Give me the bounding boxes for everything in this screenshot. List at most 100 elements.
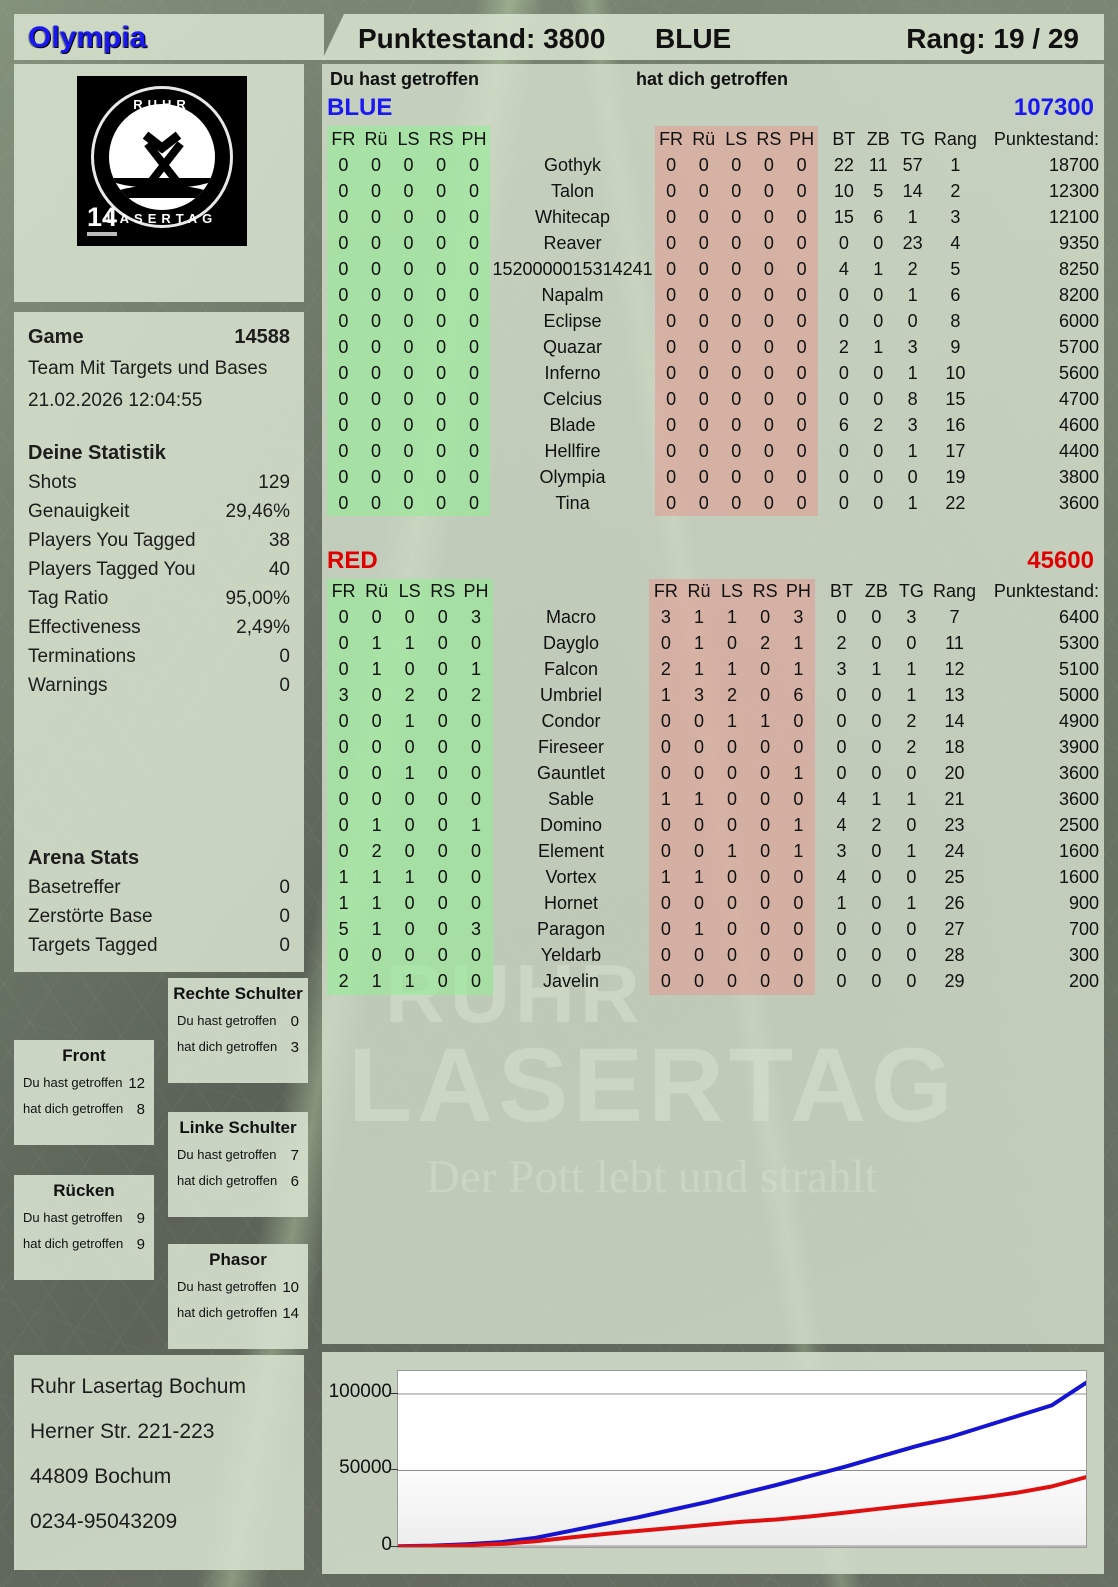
cell-taken: 1 bbox=[715, 604, 749, 631]
table-row[interactable]: 0 0 0 0 0 Olympia 0 0 0 0 0 0 0 0 19 3800 bbox=[327, 464, 1099, 490]
stat-row: Effectiveness 2,49% bbox=[28, 617, 290, 639]
table-row[interactable]: 0 0 0 0 0 Tina 0 0 0 0 0 0 0 1 22 3600 bbox=[327, 490, 1099, 516]
table-row[interactable]: 0 0 1 0 0 Condor 0 0 1 1 0 0 0 2 14 4900 bbox=[327, 708, 1099, 735]
cell-tg: 0 bbox=[906, 633, 917, 654]
zone-hits-taken-label: hat dich getroffen bbox=[177, 1305, 278, 1320]
cell-taken: 0 bbox=[781, 786, 815, 813]
table-row[interactable]: 0 1 1 0 0 Dayglo 0 1 0 2 1 2 0 0 11 5300 bbox=[327, 630, 1099, 657]
cell-taken: 0 bbox=[752, 256, 786, 282]
zone-hits-taken-value: 8 bbox=[136, 1101, 145, 1118]
cell-taken: 0 bbox=[715, 890, 749, 917]
cell-dealt: 0 bbox=[457, 308, 491, 334]
cell-taken: 0 bbox=[719, 230, 753, 256]
cell-dealt: 0 bbox=[459, 786, 493, 813]
cell-taken: 0 bbox=[682, 890, 716, 917]
cell-taken: 0 bbox=[781, 890, 815, 917]
cell-dealt: 0 bbox=[360, 682, 394, 709]
cell-taken: 0 bbox=[687, 178, 720, 204]
stat-row: Warnings 0 bbox=[28, 675, 290, 697]
table-row[interactable]: 1 1 1 0 0 Vortex 1 1 0 0 0 4 0 0 25 1600 bbox=[327, 864, 1099, 891]
table-row[interactable]: 0 0 0 0 0 1520000015314241 0 0 0 0 0 4 1 2 5 8250 bbox=[327, 256, 1099, 282]
table-row[interactable]: 0 0 0 0 0 Celcius 0 0 0 0 0 0 0 8 15 4700 bbox=[327, 386, 1099, 412]
table-row[interactable]: 1 1 0 0 0 Hornet 0 0 0 0 0 1 0 1 26 900 bbox=[327, 890, 1099, 917]
table-row[interactable]: 3 0 2 0 2 Umbriel 1 3 2 0 6 0 0 1 13 5000 bbox=[327, 682, 1099, 709]
table-row[interactable]: 0 0 0 0 0 Blade 0 0 0 0 0 6 2 3 16 4600 bbox=[327, 412, 1099, 438]
cell-score: 8250 bbox=[1058, 258, 1099, 279]
arena-stat-value: 0 bbox=[279, 906, 290, 927]
col-header-score: Punktestand: bbox=[993, 581, 1099, 602]
cell-bt: 0 bbox=[836, 919, 847, 940]
cell-rang: 7 bbox=[949, 607, 960, 628]
cell-dealt: 0 bbox=[327, 412, 360, 438]
cell-taken: 0 bbox=[781, 916, 815, 943]
table-row[interactable]: 0 0 1 0 0 Gauntlet 0 0 0 0 1 0 0 0 20 3600 bbox=[327, 760, 1099, 787]
table-row[interactable]: 2 1 1 0 0 Javelin 0 0 0 0 0 0 0 0 29 200 bbox=[327, 968, 1099, 995]
col-header-dealt: PH bbox=[459, 578, 493, 605]
game-title: Game bbox=[28, 326, 84, 348]
cell-taken: 2 bbox=[748, 630, 782, 657]
cell-zb: 0 bbox=[871, 971, 882, 992]
cell-dealt: 0 bbox=[426, 916, 460, 943]
cell-tg: 1 bbox=[906, 685, 917, 706]
col-header-taken: LS bbox=[719, 126, 753, 152]
table-row[interactable]: 0 0 0 0 0 Napalm 0 0 0 0 0 0 0 1 6 8200 bbox=[327, 282, 1099, 308]
table-row[interactable]: 0 0 0 0 0 Inferno 0 0 0 0 0 0 0 1 10 5600 bbox=[327, 360, 1099, 386]
table-row[interactable]: 5 1 0 0 3 Paragon 0 1 0 0 0 0 0 0 27 700 bbox=[327, 916, 1099, 943]
table-row[interactable]: 0 2 0 0 0 Element 0 0 1 0 1 3 0 1 24 1600 bbox=[327, 838, 1099, 865]
table-row[interactable]: 0 0 0 0 0 Reaver 0 0 0 0 0 0 0 23 4 9350 bbox=[327, 230, 1099, 256]
cell-tg: 1 bbox=[907, 440, 918, 461]
zone-hits-taken: hat dich getroffen 8 bbox=[14, 1101, 154, 1118]
table-row[interactable]: 0 0 0 0 0 Sable 1 1 0 0 0 4 1 1 21 3600 bbox=[327, 786, 1099, 813]
table-row[interactable]: 0 0 0 0 3 Macro 3 1 1 0 3 0 0 3 7 6400 bbox=[327, 604, 1099, 631]
cell-taken: 0 bbox=[719, 438, 753, 464]
table-row[interactable]: 0 0 0 0 0 Yeldarb 0 0 0 0 0 0 0 0 28 300 bbox=[327, 942, 1099, 969]
cell-taken: 1 bbox=[781, 760, 815, 787]
venue-address-panel: Ruhr Lasertag Bochum Herner Str. 221-223… bbox=[14, 1355, 304, 1570]
cell-taken: 0 bbox=[752, 386, 786, 412]
table-row[interactable]: 0 0 0 0 0 Fireseer 0 0 0 0 0 0 0 2 18 3900 bbox=[327, 734, 1099, 761]
zone-hits-dealt-value: 9 bbox=[136, 1210, 145, 1227]
col-header-rang: Rang bbox=[933, 581, 977, 602]
cell-dealt: 0 bbox=[426, 708, 460, 735]
cell-taken: 0 bbox=[654, 204, 688, 230]
cell-taken: 0 bbox=[682, 708, 716, 735]
cell-zb: 0 bbox=[873, 440, 884, 461]
cell-dealt: 1 bbox=[327, 864, 361, 891]
table-row[interactable]: 0 0 0 0 0 Whitecap 0 0 0 0 0 15 6 1 3 12100 bbox=[327, 204, 1099, 230]
table-row[interactable]: 0 0 0 0 0 Quazar 0 0 0 0 0 2 1 3 9 5700 bbox=[327, 334, 1099, 360]
table-row[interactable]: 0 0 0 0 0 Eclipse 0 0 0 0 0 0 0 0 8 6000 bbox=[327, 308, 1099, 334]
cell-taken: 0 bbox=[719, 282, 753, 308]
col-header-bt: BT bbox=[832, 128, 856, 149]
cell-zb: 1 bbox=[871, 659, 882, 680]
cell-taken: 0 bbox=[719, 360, 753, 386]
cell-dealt: 0 bbox=[457, 282, 491, 308]
col-header-dealt: RS bbox=[424, 126, 458, 152]
cell-dealt: 0 bbox=[392, 152, 425, 178]
cell-tg: 0 bbox=[906, 867, 917, 888]
cell-dealt: 2 bbox=[393, 682, 427, 709]
cell-taken: 0 bbox=[748, 760, 782, 787]
cell-taken: 0 bbox=[748, 968, 782, 995]
cell-dealt: 0 bbox=[327, 630, 361, 657]
table-row[interactable]: 0 0 0 0 0 Talon 0 0 0 0 0 10 5 14 2 12300 bbox=[327, 178, 1099, 204]
cell-dealt: 0 bbox=[424, 334, 458, 360]
col-header-taken: Rü bbox=[687, 126, 720, 152]
table-row[interactable]: 0 1 0 0 1 Falcon 2 1 1 0 1 3 1 1 12 5100 bbox=[327, 656, 1099, 683]
cell-taken: 0 bbox=[785, 152, 819, 178]
stat-value: 38 bbox=[268, 530, 290, 551]
cell-player-name: Vortex bbox=[545, 867, 597, 888]
cell-dealt: 0 bbox=[424, 386, 458, 412]
cell-taken: 0 bbox=[785, 490, 819, 516]
table-row[interactable]: 0 0 0 0 0 Hellfire 0 0 0 0 0 0 0 1 17 4400 bbox=[327, 438, 1099, 464]
table-row[interactable]: 0 0 0 0 0 Gothyk 0 0 0 0 0 22 11 57 1 18700 bbox=[327, 152, 1099, 178]
cell-tg: 0 bbox=[906, 945, 917, 966]
cell-zb: 1 bbox=[873, 258, 884, 279]
cell-zb: 0 bbox=[873, 362, 884, 383]
col-header-taken: RS bbox=[752, 126, 786, 152]
cell-dealt: 0 bbox=[459, 760, 493, 787]
table-row[interactable]: 0 1 0 0 1 Domino 0 0 0 0 1 4 2 0 23 2500 bbox=[327, 812, 1099, 839]
cell-dealt: 0 bbox=[392, 256, 425, 282]
zone-box-title: Rücken bbox=[53, 1181, 115, 1200]
cell-tg: 1 bbox=[906, 841, 917, 862]
zone-hits-dealt-value: 0 bbox=[290, 1013, 299, 1030]
